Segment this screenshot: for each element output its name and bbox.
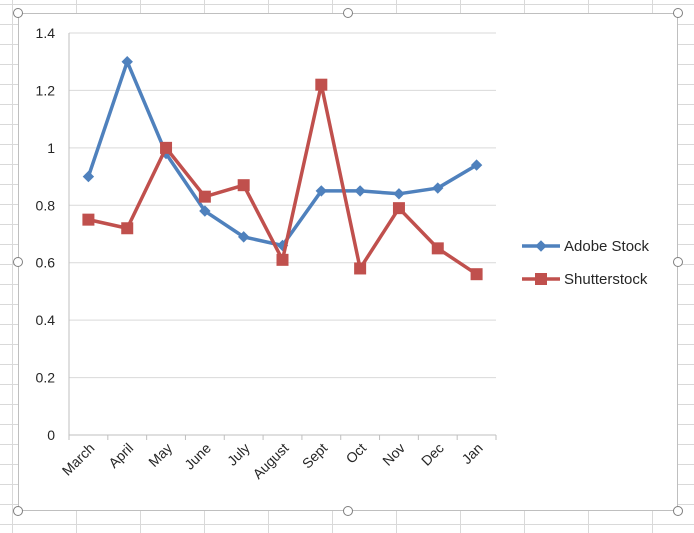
x-tick-label: May [145, 440, 175, 470]
y-tick-label: 0.2 [36, 370, 56, 386]
data-point-shutterstock [354, 262, 367, 275]
data-point-shutterstock [470, 268, 483, 281]
x-tick-label: March [59, 440, 98, 479]
resize-handle-bottom-left[interactable] [13, 506, 23, 516]
data-point-adobe-stock [82, 170, 95, 183]
resize-handle-top-right[interactable] [673, 8, 683, 18]
x-tick-label: August [249, 440, 291, 482]
y-tick-label: 0.8 [36, 197, 56, 213]
y-tick-label: 1.2 [36, 82, 56, 98]
x-tick-label: Nov [379, 440, 408, 469]
legend-label-adobe-stock: Adobe Stock [564, 238, 650, 255]
resize-handle-middle-left[interactable] [13, 257, 23, 267]
x-tick-label: July [224, 440, 253, 469]
legend-marker-adobe-stock [535, 240, 547, 252]
data-point-adobe-stock [432, 182, 444, 194]
data-point-adobe-stock [237, 231, 250, 243]
y-tick-label: 1.4 [36, 25, 56, 41]
data-point-shutterstock [237, 179, 250, 192]
data-point-shutterstock [160, 141, 173, 154]
resize-handle-top-middle[interactable] [343, 8, 353, 18]
data-point-adobe-stock [354, 185, 366, 197]
x-tick-label: Dec [418, 440, 447, 469]
data-point-shutterstock [82, 213, 95, 226]
data-point-adobe-stock [393, 188, 405, 200]
data-point-adobe-stock [199, 205, 211, 217]
resize-handle-bottom-middle[interactable] [343, 506, 353, 516]
data-point-shutterstock [121, 222, 134, 235]
resize-handle-bottom-right[interactable] [673, 506, 683, 516]
resize-handle-top-left[interactable] [13, 8, 23, 18]
x-tick-label: Sept [299, 440, 331, 472]
x-tick-label: Oct [343, 440, 370, 467]
data-point-adobe-stock [315, 185, 328, 197]
chart-area[interactable] [18, 13, 678, 511]
data-point-shutterstock [392, 202, 405, 215]
data-point-adobe-stock [121, 56, 133, 68]
resize-handle-middle-right[interactable] [673, 257, 683, 267]
x-tick-label: April [105, 440, 136, 471]
y-tick-label: 1 [47, 140, 55, 156]
y-tick-label: 0.4 [36, 312, 56, 328]
legend-label-shutterstock: Shutterstock [564, 271, 648, 288]
data-point-shutterstock [315, 78, 328, 91]
data-point-shutterstock [198, 190, 211, 203]
data-point-shutterstock [431, 242, 444, 255]
data-point-adobe-stock [470, 159, 483, 171]
x-tick-label: June [181, 440, 214, 473]
legend-marker-shutterstock [535, 273, 547, 285]
data-point-shutterstock [276, 253, 289, 266]
y-tick-label: 0.6 [36, 255, 56, 271]
y-tick-label: 0 [47, 427, 55, 443]
x-tick-label: Jan [458, 440, 485, 467]
series-line-adobe-stock [86, 59, 478, 248]
